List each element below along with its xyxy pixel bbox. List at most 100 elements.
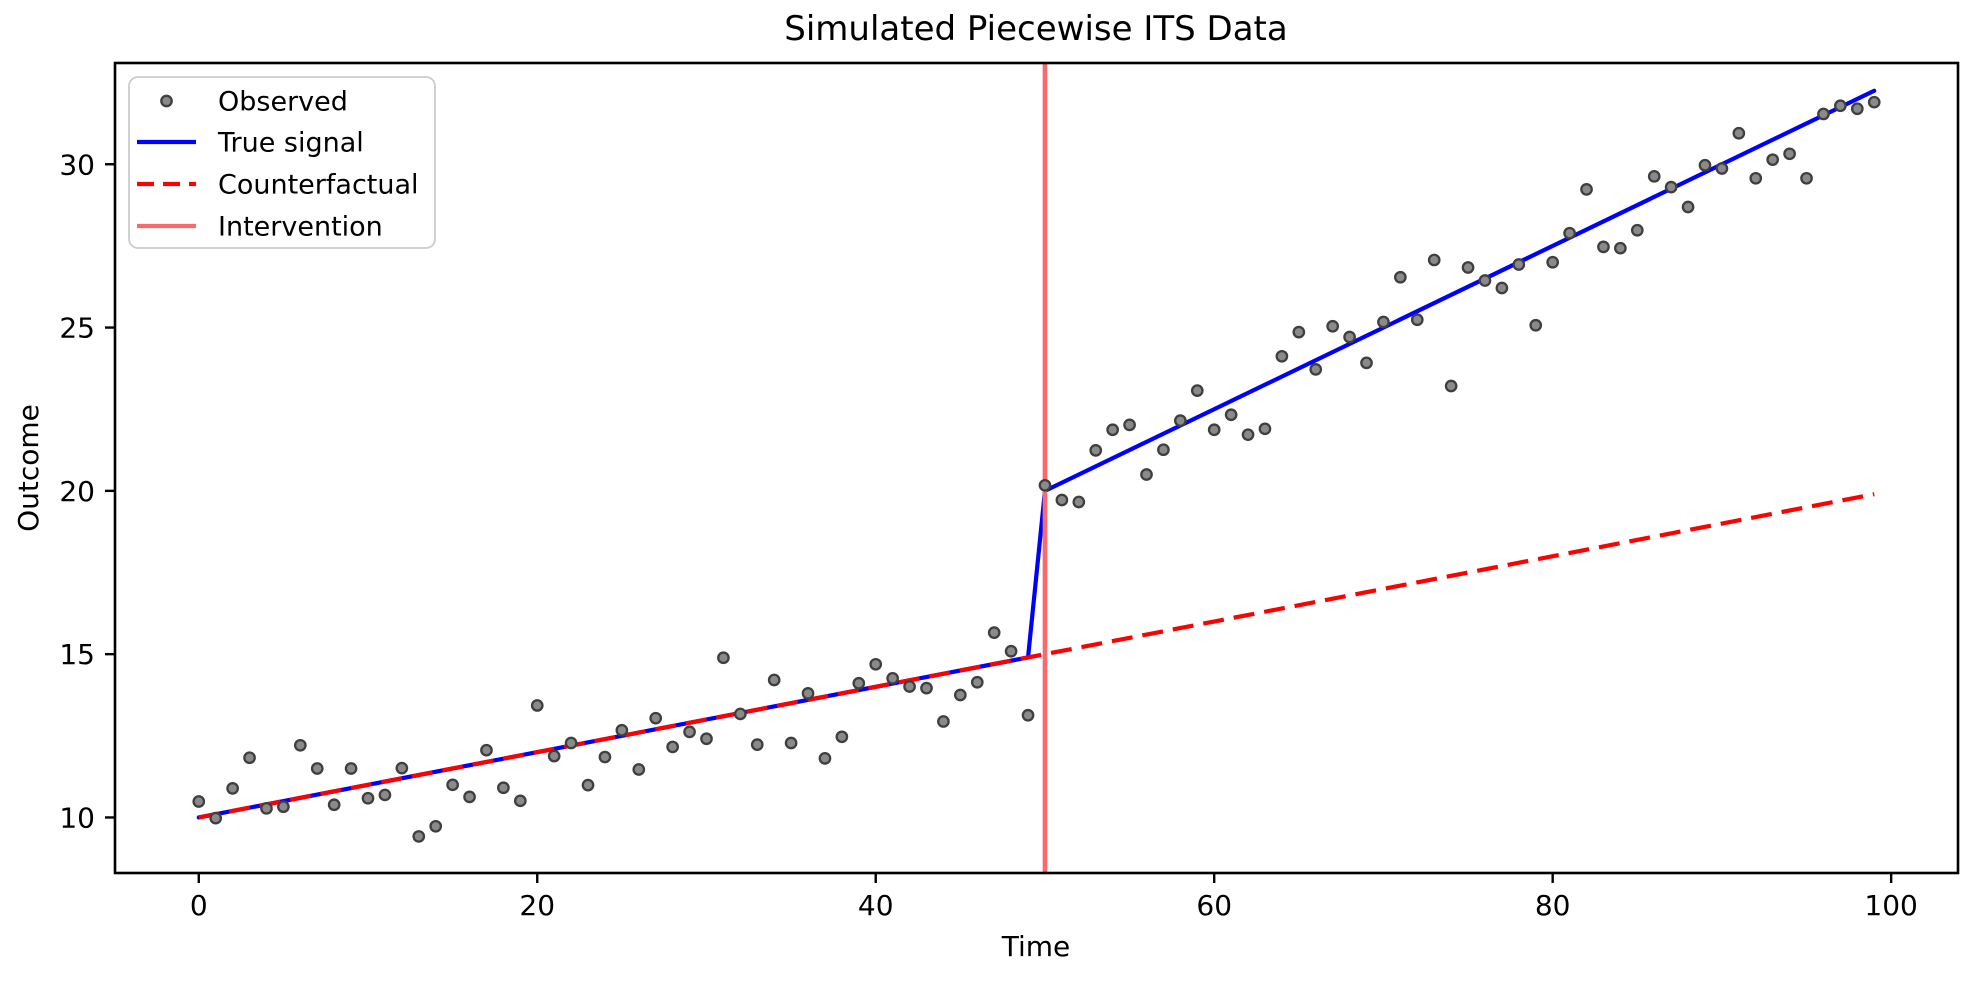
- observed-point: [1106, 423, 1120, 437]
- true-signal-line: [196, 88, 1877, 820]
- observed-point: [581, 778, 595, 792]
- observed-point: [564, 736, 578, 750]
- observed-point: [937, 715, 950, 728]
- legend-item-label: Intervention: [218, 212, 383, 243]
- observed-point: [1461, 261, 1475, 274]
- legend: Observed True signal Counterfactual Interve…: [128, 76, 436, 249]
- x-tick-label: 60: [1196, 889, 1232, 922]
- chart-title: Simulated Piecewise ITS Data: [784, 9, 1287, 49]
- observed-point: [1732, 126, 1746, 140]
- observed-point: [1089, 444, 1103, 457]
- x-tick-label: 0: [190, 889, 208, 922]
- observed-point: [192, 795, 206, 808]
- observed-point: [1241, 428, 1255, 442]
- y-tick-label: 30: [59, 148, 95, 181]
- observed-point: [395, 761, 409, 775]
- observed-point: [1343, 330, 1356, 344]
- observed-point: [1664, 180, 1678, 194]
- observed-point: [1546, 255, 1560, 269]
- observed-point: [1072, 495, 1086, 509]
- x-tick-label: 100: [1864, 889, 1917, 922]
- observed-point: [1410, 313, 1424, 327]
- legend-marker-icon: [160, 94, 173, 108]
- observed-point: [1140, 468, 1153, 481]
- observed-point: [818, 752, 832, 765]
- observed-point: [835, 730, 849, 744]
- observed-point: [1850, 102, 1864, 116]
- observed-point: [260, 801, 273, 815]
- plot-spines: [113, 61, 1960, 875]
- observed-point: [463, 790, 476, 804]
- observed-point: [1614, 241, 1627, 255]
- observed-point: [1495, 281, 1509, 295]
- observed-point: [666, 740, 679, 754]
- observed-point: [1444, 379, 1458, 393]
- observed-point: [700, 732, 713, 746]
- observed-point: [1377, 315, 1390, 329]
- observed-point: [1292, 325, 1306, 339]
- legend-item-intervention: Intervention: [137, 212, 383, 243]
- legend-item-label: Observed: [218, 87, 348, 118]
- observed-point: [1309, 363, 1323, 376]
- observed-point: [683, 725, 696, 739]
- x-tick-label: 20: [519, 889, 555, 922]
- observed-point: [784, 736, 798, 750]
- observed-point: [1190, 384, 1204, 397]
- observed-point: [429, 819, 443, 833]
- observed-point: [1055, 493, 1069, 507]
- observed-point: [903, 680, 916, 693]
- observed-point: [412, 830, 426, 843]
- observed-point: [1021, 708, 1035, 722]
- observed-point: [767, 673, 781, 687]
- observed-point: [1766, 153, 1780, 167]
- observed-point: [1563, 226, 1576, 240]
- observed-point: [1174, 414, 1187, 427]
- y-tick-label: 25: [59, 312, 95, 345]
- observed-point: [801, 687, 815, 700]
- x-axis-label: Time: [1001, 930, 1071, 963]
- observed-point: [970, 675, 984, 689]
- observed-point: [1630, 223, 1644, 237]
- counterfactual-line: [198, 492, 1875, 820]
- observed-point: [547, 749, 561, 763]
- observed-point: [513, 794, 527, 808]
- observed-point: [1004, 644, 1018, 658]
- axes-layer: 0 20 40 60 80 100 10 15 20 25 30: [59, 61, 1960, 922]
- observed-point: [632, 763, 646, 776]
- observed-point: [310, 762, 324, 775]
- observed-point: [750, 738, 764, 751]
- observed-point: [1529, 318, 1543, 332]
- observed-point: [1394, 270, 1407, 284]
- observed-point: [209, 811, 223, 825]
- observed-point: [1038, 478, 1052, 492]
- observed-point: [1834, 99, 1847, 113]
- observed-point: [1258, 422, 1272, 436]
- observed-point: [1647, 169, 1661, 183]
- observed-point: [953, 688, 967, 702]
- y-axis-label: Outcome: [12, 404, 45, 532]
- observed-point: [1817, 107, 1830, 121]
- observed-point: [615, 723, 629, 737]
- observed-point: [226, 782, 239, 795]
- observed-point: [1800, 171, 1813, 185]
- y-tick-label: 15: [59, 638, 95, 671]
- legend-item-label: Counterfactual: [218, 170, 419, 201]
- observed-point: [344, 762, 358, 775]
- observed-point: [480, 743, 493, 757]
- observed-point: [497, 781, 510, 795]
- x-tick-label: 40: [858, 889, 894, 922]
- observed-point: [1478, 274, 1492, 287]
- observed-point: [1715, 162, 1729, 175]
- observed-point: [1275, 349, 1289, 363]
- observed-point: [1157, 443, 1170, 457]
- y-tick-label: 10: [59, 801, 95, 834]
- observed-point: [327, 798, 341, 812]
- observed-point: [1427, 253, 1441, 267]
- y-tick-label: 20: [59, 475, 95, 508]
- observed-point: [1326, 319, 1340, 333]
- observed-point: [277, 800, 290, 814]
- observed-point: [987, 626, 1001, 639]
- observed-point: [1580, 183, 1593, 196]
- observed-point: [869, 657, 883, 671]
